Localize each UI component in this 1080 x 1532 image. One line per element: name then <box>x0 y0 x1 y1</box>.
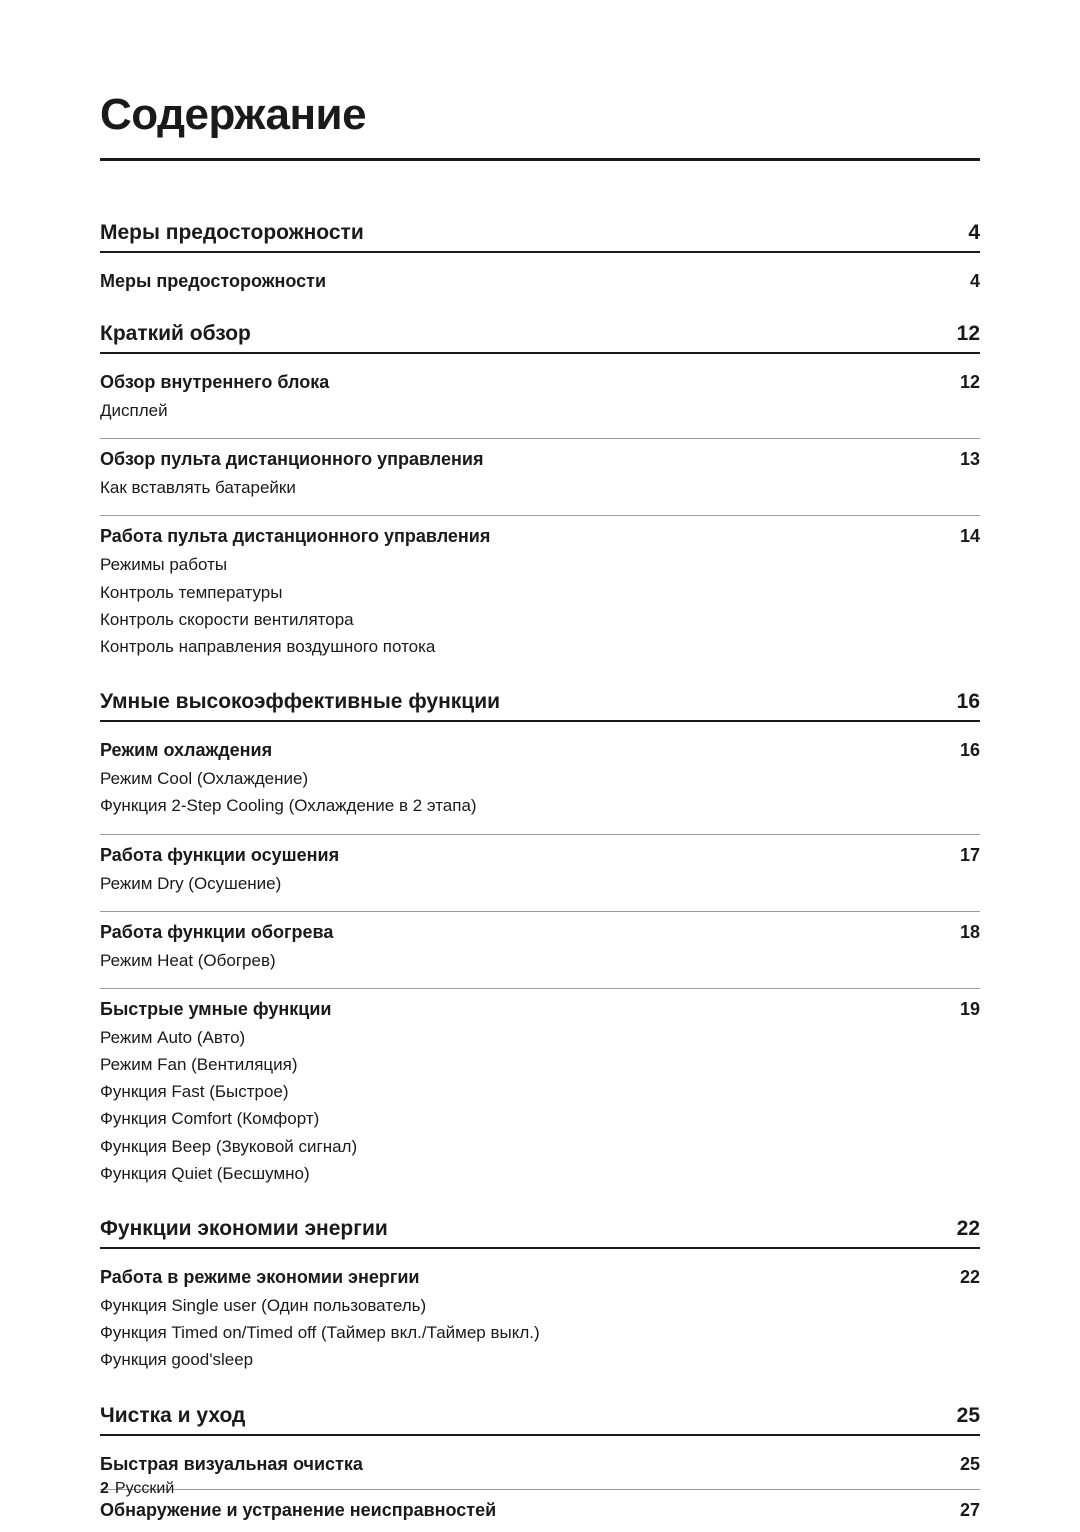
toc-entry-rule <box>100 834 980 835</box>
toc-entry-page: 25 <box>960 1454 980 1475</box>
toc-entry-label: Работа функции обогрева <box>100 922 333 943</box>
toc-section-label: Функции экономии энергии <box>100 1217 388 1241</box>
table-of-contents: Меры предосторожности4Меры предосторожно… <box>100 221 980 1521</box>
toc-entry-page: 18 <box>960 922 980 943</box>
toc-subentry: Функция Beep (Звуковой сигнал) <box>100 1133 980 1160</box>
toc-entry-label: Быстрая визуальная очистка <box>100 1454 363 1475</box>
toc-entry-page: 17 <box>960 845 980 866</box>
toc-section-label: Краткий обзор <box>100 322 251 346</box>
toc-section-label: Чистка и уход <box>100 1404 245 1428</box>
toc-entry: Работа функции обогрева 18 Режим Heat (Обо… <box>100 911 980 974</box>
toc-entry: Работа пульта дистанционного управления 1… <box>100 515 980 660</box>
toc-entry-page: 12 <box>960 372 980 393</box>
toc-section-head: Меры предосторожности 4 <box>100 221 980 253</box>
toc-subentry: Дисплей <box>100 397 980 424</box>
toc-entry-head: Работа пульта дистанционного управления 1… <box>100 522 980 547</box>
toc-entry-page: 16 <box>960 740 980 761</box>
toc-entry-head: Быстрые умные функции 19 <box>100 995 980 1020</box>
toc-entry: Быстрые умные функции 19 Режим Auto (Авто)… <box>100 988 980 1187</box>
toc-entry-label: Обнаружение и устранение неисправностей <box>100 1500 496 1521</box>
toc-subentry: Режим Cool (Охлаждение) <box>100 765 980 792</box>
toc-entry-head: Работа функции обогрева 18 <box>100 918 980 943</box>
toc-subentry: Функция Comfort (Комфорт) <box>100 1105 980 1132</box>
toc-entry: Режим охлаждения 16 Режим Cool (Охлаждение… <box>100 736 980 819</box>
toc-entry-head: Обзор внутреннего блока 12 <box>100 368 980 393</box>
toc-entry-rule <box>100 988 980 989</box>
toc-entry-page: 4 <box>970 271 980 292</box>
toc-entry-head: Режим охлаждения 16 <box>100 736 980 761</box>
toc-entry-label: Работа в режиме экономии энергии <box>100 1267 420 1288</box>
toc-entry: Работа в режиме экономии энергии 22 Функци… <box>100 1263 980 1374</box>
toc-section-page: 4 <box>968 221 980 245</box>
toc-subentry: Функция 2-Step Cooling (Охлаждение в 2 э… <box>100 792 980 819</box>
toc-subentry: Контроль температуры <box>100 579 980 606</box>
toc-section-page: 12 <box>957 322 980 346</box>
toc-section-head: Краткий обзор 12 <box>100 322 980 354</box>
toc-entry-label: Работа функции осушения <box>100 845 339 866</box>
toc-subentry: Режим Heat (Обогрев) <box>100 947 980 974</box>
page-title: Содержание <box>100 90 980 140</box>
toc-entry-rule <box>100 911 980 912</box>
toc-entry-head: Быстрая визуальная очистка 25 <box>100 1450 980 1475</box>
toc-subentry: Режим Dry (Осушение) <box>100 870 980 897</box>
toc-section-head: Чистка и уход 25 <box>100 1404 980 1436</box>
toc-entry-page: 27 <box>960 1500 980 1521</box>
toc-entry-page: 22 <box>960 1267 980 1288</box>
toc-entry-label: Работа пульта дистанционного управления <box>100 526 490 547</box>
toc-entry: Работа функции осушения 17 Режим Dry (Осуш… <box>100 834 980 897</box>
toc-entry: Меры предосторожности 4 <box>100 267 980 292</box>
toc-entry-label: Обзор пульта дистанционного управления <box>100 449 483 470</box>
toc-subentry: Контроль направления воздушного потока <box>100 633 980 660</box>
toc-section-page: 25 <box>957 1404 980 1428</box>
toc-section-label: Умные высокоэффективные функции <box>100 690 500 714</box>
toc-entry: Обзор пульта дистанционного управления 13… <box>100 438 980 501</box>
toc-entry-rule <box>100 438 980 439</box>
toc-entry-head: Обзор пульта дистанционного управления 13 <box>100 445 980 470</box>
toc-subentry: Режим Fan (Вентиляция) <box>100 1051 980 1078</box>
toc-entry-head: Работа в режиме экономии энергии 22 <box>100 1263 980 1288</box>
page-footer: 2 Русский <box>100 1480 980 1498</box>
toc-entry-head: Обнаружение и устранение неисправностей 2… <box>100 1496 980 1521</box>
toc-entry-label: Меры предосторожности <box>100 271 326 292</box>
toc-section-label: Меры предосторожности <box>100 221 364 245</box>
toc-subentry: Функция good'sleep <box>100 1346 980 1373</box>
toc-subentry: Функция Quiet (Бесшумно) <box>100 1160 980 1187</box>
toc-subentry: Режим Auto (Авто) <box>100 1024 980 1051</box>
footer-page-number: 2 <box>100 1480 109 1498</box>
toc-section-head: Функции экономии энергии 22 <box>100 1217 980 1249</box>
toc-section-page: 16 <box>957 690 980 714</box>
toc-subentry: Режимы работы <box>100 551 980 578</box>
toc-entry-page: 14 <box>960 526 980 547</box>
toc-entry-page: 13 <box>960 449 980 470</box>
toc-subentry: Функция Timed on/Timed off (Таймер вкл./… <box>100 1319 980 1346</box>
toc-entry-head: Меры предосторожности 4 <box>100 267 980 292</box>
title-rule <box>100 158 980 161</box>
toc-entry-label: Быстрые умные функции <box>100 999 331 1020</box>
toc-entry: Быстрая визуальная очистка 25 <box>100 1450 980 1475</box>
toc-subentry: Функция Single user (Один пользователь) <box>100 1292 980 1319</box>
toc-entry-label: Режим охлаждения <box>100 740 272 761</box>
footer-rule <box>184 1489 980 1490</box>
toc-subentry: Как вставлять батарейки <box>100 474 980 501</box>
toc-entry: Обзор внутреннего блока 12 Дисплей <box>100 368 980 424</box>
toc-entry-page: 19 <box>960 999 980 1020</box>
toc-entry-rule <box>100 515 980 516</box>
toc-entry-head: Работа функции осушения 17 <box>100 841 980 866</box>
toc-section-head: Умные высокоэффективные функции 16 <box>100 690 980 722</box>
toc-section-page: 22 <box>957 1217 980 1241</box>
toc-subentry: Функция Fast (Быстрое) <box>100 1078 980 1105</box>
toc-subentry: Контроль скорости вентилятора <box>100 606 980 633</box>
toc-entry-label: Обзор внутреннего блока <box>100 372 329 393</box>
footer-language: Русский <box>115 1480 174 1498</box>
